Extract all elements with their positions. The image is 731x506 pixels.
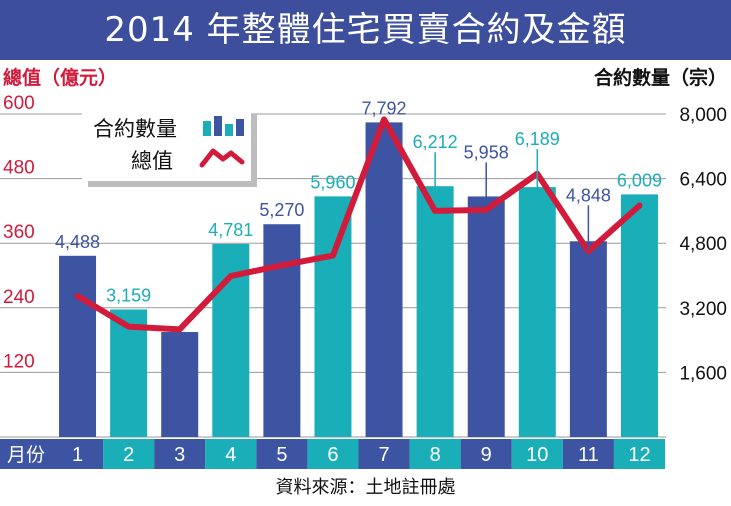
line-point (177, 326, 183, 332)
month-cell (562, 439, 614, 469)
left-tick-label: 360 (3, 222, 35, 243)
left-tick-label: 240 (3, 287, 35, 308)
line-point (636, 203, 642, 209)
month-cell (409, 439, 461, 469)
line-point (228, 273, 234, 279)
left-tick-label: 120 (3, 351, 35, 372)
month-band-end (665, 439, 731, 469)
legend-shadow (88, 181, 257, 187)
month-cell (205, 439, 257, 469)
right-tick-label: 3,200 (679, 299, 727, 320)
line-point (381, 116, 387, 122)
line-point (432, 208, 438, 214)
bar (416, 186, 454, 437)
month-tick-label: 6 (327, 444, 338, 466)
bar (110, 309, 148, 437)
legend-bars-swatch (203, 121, 211, 136)
line-point (483, 207, 489, 213)
bar (365, 122, 403, 437)
month-cell (307, 439, 359, 469)
right-tick-label: 8,000 (679, 105, 727, 126)
bar-value-label: 5,960 (310, 172, 355, 192)
month-axis-label: 月份 (7, 444, 45, 466)
month-tick-label: 11 (578, 444, 599, 466)
legend-bars-swatch (236, 119, 244, 136)
month-cell (613, 439, 665, 469)
right-tick-label: 4,800 (679, 234, 727, 255)
line-series-total-value (74, 116, 643, 333)
line-point (279, 262, 285, 268)
month-tick-label: 7 (378, 444, 389, 466)
bar (569, 241, 607, 437)
month-tick-label: 2 (123, 444, 134, 466)
legend-line-swatch (199, 148, 245, 168)
month-cell (154, 439, 206, 469)
month-tick-label: 1 (72, 444, 83, 466)
month-cell (256, 439, 308, 469)
month-tick-label: 4 (225, 444, 236, 466)
month-cell (358, 439, 410, 469)
left-tick-label: 480 (3, 158, 35, 179)
bar-value-label: 7,792 (362, 98, 407, 118)
bar (467, 196, 505, 437)
right-axis-title: 合約數量（宗） (594, 66, 727, 89)
month-tick-label: 10 (526, 444, 548, 466)
bar-value-label: 6,009 (617, 170, 662, 190)
bar (263, 224, 301, 437)
month-tick-label: 8 (430, 444, 441, 466)
bar (518, 187, 556, 437)
legend-label-contracts: 合約數量 (93, 118, 177, 141)
bar (161, 332, 199, 437)
chart-area: 4,488 3,159 4,781 5,270 5,960 7,792 6,212 5,958… (0, 66, 731, 469)
right-tick-label: 1,600 (679, 363, 727, 384)
month-band-label-cell (0, 439, 52, 469)
bar-value-label: 5,270 (259, 200, 304, 220)
left-axis-title: 總值（億元） (3, 66, 117, 89)
right-tick-label: 6,400 (679, 170, 727, 191)
month-tick-label: 3 (174, 444, 185, 466)
legend-box (82, 106, 251, 181)
bar-value-label: 4,781 (208, 220, 253, 240)
bar (314, 196, 352, 437)
bar-value-label: 3,159 (106, 285, 151, 305)
bar (620, 194, 658, 437)
line-point (330, 253, 336, 259)
legend-label-value: 總值 (131, 150, 173, 173)
bar-value-label: 6,212 (413, 132, 458, 152)
legend-bars-swatch (225, 124, 233, 136)
month-tick-label: 9 (481, 444, 492, 466)
month-tick-label: 5 (276, 444, 287, 466)
bar (59, 255, 97, 437)
month-cell (511, 439, 563, 469)
month-cell (103, 439, 155, 469)
legend-shadow (251, 114, 257, 187)
bar-value-label: 4,848 (566, 185, 611, 205)
source-note: 資料來源：土地註冊處 (275, 477, 456, 498)
month-cell (52, 439, 104, 469)
month-tick-label: 12 (628, 444, 650, 466)
bar-value-label: 6,189 (515, 129, 560, 149)
bar-value-label: 4,488 (55, 232, 100, 252)
line-point (75, 293, 81, 299)
bar-value-label: 5,958 (464, 142, 509, 162)
month-cell (460, 439, 512, 469)
line-point (126, 324, 132, 330)
line-point (585, 248, 591, 254)
legend-bars-swatch (214, 116, 222, 136)
chart-title: 2014 年整體住宅買賣合約及金額 (0, 0, 731, 60)
left-tick-label: 600 (3, 93, 35, 114)
